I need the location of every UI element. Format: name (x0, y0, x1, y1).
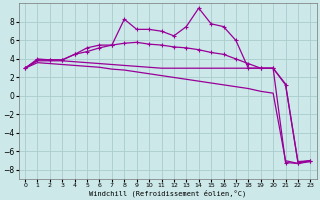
X-axis label: Windchill (Refroidissement éolien,°C): Windchill (Refroidissement éolien,°C) (89, 189, 246, 197)
